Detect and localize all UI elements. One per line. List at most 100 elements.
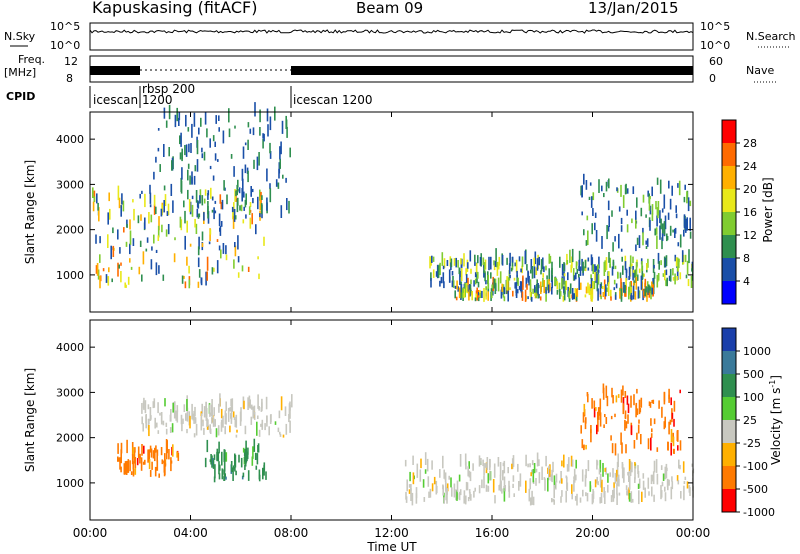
echo-cell bbox=[588, 286, 591, 296]
echo-cell bbox=[230, 398, 232, 407]
echo-cell bbox=[635, 210, 637, 220]
echo-cell bbox=[634, 477, 636, 483]
echo-cell bbox=[595, 266, 597, 271]
echo-cell bbox=[182, 418, 184, 424]
echo-cell bbox=[501, 488, 503, 494]
echo-cell bbox=[678, 258, 680, 269]
echo-cell bbox=[626, 490, 628, 496]
echo-cell bbox=[569, 249, 571, 263]
echo-cell bbox=[507, 467, 509, 474]
echo-cell bbox=[603, 193, 605, 198]
freq-unit-label: [MHz] bbox=[4, 66, 36, 79]
echo-cell bbox=[198, 127, 200, 135]
echo-cell bbox=[180, 414, 183, 425]
echo-cell bbox=[269, 151, 272, 159]
echo-cell bbox=[251, 213, 253, 225]
echo-cell bbox=[620, 217, 623, 225]
echo-cell bbox=[491, 284, 493, 289]
echo-cell bbox=[626, 209, 628, 216]
echo-cell bbox=[631, 462, 633, 473]
echo-cell bbox=[533, 266, 536, 279]
echo-cell bbox=[197, 213, 200, 219]
echo-cell bbox=[568, 291, 570, 299]
echo-cell bbox=[599, 287, 602, 295]
echo-cell bbox=[255, 465, 258, 470]
echo-cell bbox=[650, 437, 652, 451]
echo-cell bbox=[648, 284, 650, 293]
echo-cell bbox=[194, 406, 196, 417]
echo-cell bbox=[203, 406, 206, 418]
echo-cell bbox=[618, 492, 621, 496]
echo-cell bbox=[534, 285, 536, 293]
echo-cell bbox=[237, 256, 240, 263]
echo-cell bbox=[244, 425, 247, 435]
echo-cell bbox=[152, 450, 155, 459]
echo-cell bbox=[263, 462, 266, 472]
echo-cell bbox=[225, 254, 228, 261]
echo-cell bbox=[580, 282, 582, 290]
echo-cell bbox=[540, 270, 542, 275]
echo-cell bbox=[95, 265, 98, 274]
echo-cell bbox=[186, 220, 188, 233]
echo-cell bbox=[234, 215, 237, 220]
echo-cell bbox=[553, 475, 556, 488]
echo-cell bbox=[451, 271, 454, 276]
echo-cell bbox=[606, 395, 609, 407]
y-tick-label: 4000 bbox=[56, 133, 84, 146]
echo-cell bbox=[95, 234, 97, 244]
echo-cell bbox=[237, 235, 239, 250]
echo-cell bbox=[551, 469, 553, 483]
echo-cell bbox=[497, 277, 500, 292]
echo-cell bbox=[117, 185, 120, 201]
echo-cell bbox=[234, 189, 236, 202]
echo-cell bbox=[548, 268, 550, 281]
echo-cell bbox=[212, 417, 215, 427]
echo-cell bbox=[655, 459, 658, 473]
echo-cell bbox=[219, 194, 222, 204]
echo-cell bbox=[509, 252, 511, 267]
echo-cell bbox=[174, 114, 177, 128]
freq-tick-top: 12 bbox=[64, 55, 78, 68]
echo-cell bbox=[234, 453, 236, 466]
velocity-y-label: Slant Range [km] bbox=[23, 368, 37, 472]
echo-cell bbox=[571, 484, 573, 494]
echo-cell bbox=[141, 190, 143, 194]
echo-cell bbox=[481, 479, 483, 489]
echo-cell bbox=[617, 271, 619, 279]
echo-cell bbox=[540, 259, 543, 272]
echo-cell bbox=[111, 278, 113, 283]
echo-cell bbox=[571, 248, 574, 263]
echo-cell bbox=[120, 262, 122, 266]
echo-cell bbox=[587, 393, 589, 403]
echo-cell bbox=[186, 429, 188, 434]
echo-cell bbox=[118, 457, 120, 462]
echo-cell bbox=[665, 463, 668, 479]
echo-cell bbox=[485, 286, 487, 300]
nave-tick-bottom: 0 bbox=[709, 72, 716, 85]
echo-cell bbox=[442, 485, 444, 496]
echo-cell bbox=[181, 167, 183, 180]
echo-cell bbox=[658, 261, 660, 270]
echo-cell bbox=[144, 459, 146, 465]
echo-cell bbox=[661, 208, 664, 213]
echo-cell bbox=[203, 151, 206, 161]
echo-cell bbox=[683, 196, 686, 203]
echo-cell bbox=[529, 478, 532, 485]
echo-cell bbox=[571, 459, 574, 467]
echo-cell bbox=[551, 498, 553, 503]
echo-cell bbox=[665, 255, 668, 267]
echo-cell bbox=[187, 189, 189, 200]
echo-cell bbox=[507, 290, 509, 302]
echo-cell bbox=[691, 463, 693, 467]
echo-cell bbox=[627, 403, 630, 414]
cpid-segment-2-line2: 1200 bbox=[142, 93, 173, 107]
echo-cell bbox=[538, 459, 540, 466]
cpid-segment-3: icescan 1200 bbox=[293, 93, 372, 107]
echo-cell bbox=[457, 286, 459, 292]
echo-cell bbox=[509, 287, 511, 290]
echo-cell bbox=[432, 256, 435, 262]
echo-cell bbox=[636, 237, 639, 245]
echo-cell bbox=[590, 425, 592, 434]
echo-cell bbox=[266, 108, 269, 122]
echo-cell bbox=[538, 472, 541, 484]
